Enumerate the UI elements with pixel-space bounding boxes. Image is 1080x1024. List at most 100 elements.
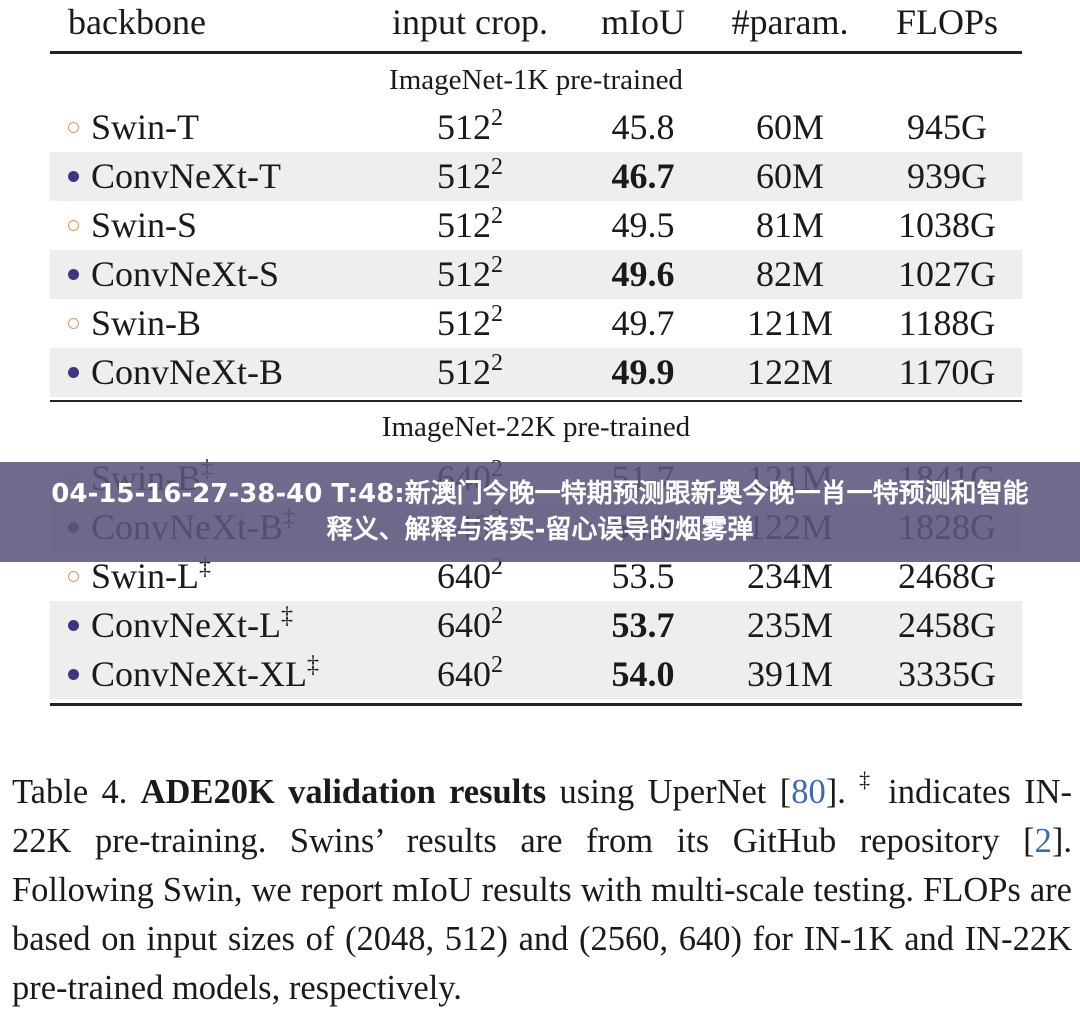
miou-cell: 49.9 <box>611 352 675 392</box>
section-label: ImageNet-22K pre-trained <box>381 411 691 443</box>
row-shade <box>50 600 1022 650</box>
backbone-cell: ConvNeXt-T <box>68 156 281 196</box>
open-marker <box>68 318 79 329</box>
param-cell: 391M <box>746 654 834 694</box>
crop-exponent: 2 <box>491 203 503 229</box>
backbone-cell: Swin-T <box>68 107 199 147</box>
caption-bold: ADE20K validation results <box>140 773 547 811</box>
crop-cell: 5122 <box>437 154 503 196</box>
row-shade <box>50 249 1022 299</box>
backbone-name: Swin-B <box>91 303 202 343</box>
backbone-cell: ConvNeXt-XL‡ <box>68 652 319 694</box>
backbone-name: ConvNeXt-L <box>91 605 281 645</box>
crop-size: 640 <box>437 556 491 596</box>
crop-cell: 5122 <box>437 105 503 147</box>
citation: 2 <box>1034 822 1052 860</box>
open-marker <box>68 220 79 231</box>
param-cell: 60M <box>755 156 825 196</box>
row-shade <box>50 649 1022 699</box>
header-cell: backbone <box>68 2 206 42</box>
param-cell: 81M <box>755 205 825 245</box>
filled-marker <box>68 269 79 280</box>
dagger: ‡ <box>280 603 293 629</box>
crop-exponent: 2 <box>491 652 503 678</box>
backbone-name: ConvNeXt-B <box>91 352 283 392</box>
crop-cell: 6402 <box>437 652 503 694</box>
backbone-name: Swin-L <box>91 556 199 596</box>
backbone-cell: ConvNeXt-B <box>68 352 283 392</box>
flops-cell: 2468G <box>898 556 996 596</box>
backbone-cell: Swin-L‡ <box>68 555 211 596</box>
backbone-name: ConvNeXt-XL <box>91 654 307 694</box>
param-cell: 235M <box>746 605 834 645</box>
caption-dagger: ‡ <box>859 767 875 792</box>
header-cell: #param. <box>731 2 849 42</box>
crop-size: 512 <box>437 352 491 392</box>
miou-cell: 53.7 <box>611 605 675 645</box>
flops-cell: 1027G <box>898 254 996 294</box>
caption-text: ]. <box>825 773 860 811</box>
results-table: backbone input crop. mIoU #param. FLOPs Image… <box>50 2 1022 706</box>
bottom-rule <box>50 703 1022 706</box>
crop-cell: 5122 <box>437 350 503 392</box>
miou-cell: 49.7 <box>611 303 675 343</box>
crop-exponent: 2 <box>491 252 503 278</box>
crop-cell: 5122 <box>437 302 503 343</box>
header-cell: input crop. <box>392 2 548 42</box>
banner-text: 04-15-16-27-38-40 T:48:新澳门今晚一特期预测跟新奥今晚一肖… <box>51 479 1029 545</box>
crop-cell: 6402 <box>437 603 503 645</box>
citation: 80 <box>791 773 826 811</box>
backbone-name: Swin-S <box>91 205 198 245</box>
crop-cell: 5122 <box>437 203 503 245</box>
dagger: ‡ <box>306 652 319 678</box>
crop-exponent: 2 <box>491 105 503 131</box>
crop-cell: 6402 <box>437 555 503 596</box>
header-cell: mIoU <box>601 2 685 42</box>
backbone-cell: Swin-S <box>68 205 197 245</box>
filled-marker <box>68 669 79 680</box>
crop-exponent: 2 <box>491 350 503 376</box>
caption-text: ]. Following Swin, we report mIoU result… <box>12 822 1072 1007</box>
open-marker <box>68 122 79 133</box>
param-cell: 234M <box>746 556 834 596</box>
flops-cell: 945G <box>907 107 987 147</box>
table-caption: Table 4. ADE20K validation results using… <box>12 768 1072 1013</box>
flops-cell: 939G <box>907 156 987 196</box>
param-cell: 121M <box>746 303 834 343</box>
miou-cell: 49.5 <box>611 205 675 245</box>
crop-exponent: 2 <box>491 154 503 180</box>
caption-text: Table 4. <box>12 773 141 811</box>
param-cell: 60M <box>755 107 825 147</box>
header-cell: FLOPs <box>895 2 999 42</box>
overlay-banner: 04-15-16-27-38-40 T:48:新澳门今晚一特期预测跟新奥今晚一肖… <box>0 462 1080 562</box>
filled-marker <box>68 367 79 378</box>
crop-size: 512 <box>437 107 491 147</box>
crop-size: 512 <box>437 303 491 343</box>
param-cell: 82M <box>755 254 825 294</box>
top-rule <box>50 51 1022 54</box>
miou-cell: 45.8 <box>611 107 675 147</box>
param-cell: 122M <box>746 352 834 392</box>
crop-size: 512 <box>437 205 491 245</box>
caption-text: indicates IN-22K pre-training. Swins’ re… <box>12 773 1072 860</box>
miou-cell: 49.6 <box>611 254 675 294</box>
caption-text: using UperNet [ <box>546 773 792 811</box>
miou-cell: 53.5 <box>611 556 675 596</box>
crop-size: 640 <box>437 605 491 645</box>
section-label: ImageNet-1K pre-trained <box>389 64 683 96</box>
filled-marker <box>68 620 79 631</box>
crop-exponent: 2 <box>491 603 503 629</box>
row-shade <box>50 151 1022 201</box>
filled-marker <box>68 171 79 182</box>
open-marker <box>68 571 79 582</box>
backbone-cell: ConvNeXt-L‡ <box>68 603 293 645</box>
flops-cell: 1188G <box>898 303 996 343</box>
crop-size: 512 <box>437 156 491 196</box>
flops-cell: 1170G <box>898 352 996 392</box>
crop-size: 512 <box>437 254 491 294</box>
miou-cell: 46.7 <box>611 156 675 196</box>
crop-cell: 5122 <box>437 252 503 294</box>
section-rule <box>50 400 1022 402</box>
flops-cell: 2458G <box>898 605 996 645</box>
